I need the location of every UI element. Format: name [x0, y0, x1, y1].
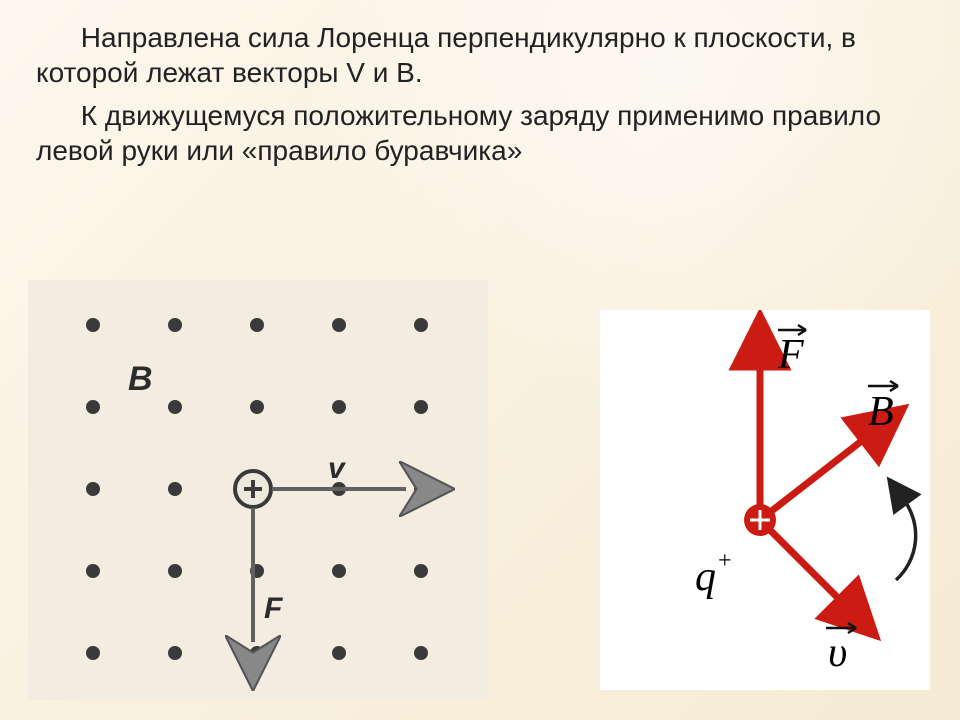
field-dot — [86, 482, 100, 496]
field-dot — [168, 482, 182, 496]
label-F: F — [264, 592, 283, 625]
field-dot — [250, 318, 264, 332]
diagram-right-svg: F B υ q + — [600, 310, 930, 690]
vector-B — [760, 436, 868, 520]
field-dot — [414, 564, 428, 578]
field-dot — [86, 646, 100, 660]
paragraph-2: К движущемуся положительному заряду прим… — [36, 98, 924, 168]
field-dot — [168, 400, 182, 414]
text-block: Направлена сила Лоренца перпендикулярно … — [36, 20, 924, 168]
field-dot — [414, 400, 428, 414]
label-v: v — [328, 452, 347, 485]
field-dot — [332, 564, 346, 578]
field-dot — [414, 646, 428, 660]
vector-v — [760, 520, 844, 604]
field-dot — [86, 318, 100, 332]
positive-charge — [235, 471, 271, 507]
field-dot — [414, 482, 428, 496]
field-dot — [250, 400, 264, 414]
label-B: B — [868, 381, 898, 435]
field-dot — [168, 318, 182, 332]
field-dot — [332, 400, 346, 414]
label-q: q + — [695, 548, 732, 600]
svg-text:F: F — [777, 332, 804, 378]
field-dot — [168, 646, 182, 660]
diagram-left-svg: B v F — [28, 280, 488, 700]
field-dot — [168, 564, 182, 578]
rotation-arc — [896, 500, 916, 580]
svg-text:q: q — [695, 554, 716, 600]
label-F: F — [777, 325, 806, 378]
svg-text:υ: υ — [828, 630, 847, 676]
svg-text:+: + — [718, 548, 732, 574]
diagram-right: F B υ q + — [600, 310, 930, 690]
label-v: υ — [826, 623, 856, 676]
positive-charge — [744, 504, 776, 536]
field-dot — [86, 564, 100, 578]
velocity-arrow: v — [272, 452, 406, 489]
paragraph-1: Направлена сила Лоренца перпендикулярно … — [36, 20, 924, 90]
field-dot — [332, 318, 346, 332]
field-dot — [86, 400, 100, 414]
field-dot — [250, 646, 264, 660]
svg-text:B: B — [868, 389, 894, 435]
slide-root: Направлена сила Лоренца перпендикулярно … — [0, 0, 960, 720]
field-dot — [332, 646, 346, 660]
field-dot — [414, 318, 428, 332]
diagram-left: B v F — [28, 280, 488, 700]
label-B: B — [128, 360, 153, 398]
